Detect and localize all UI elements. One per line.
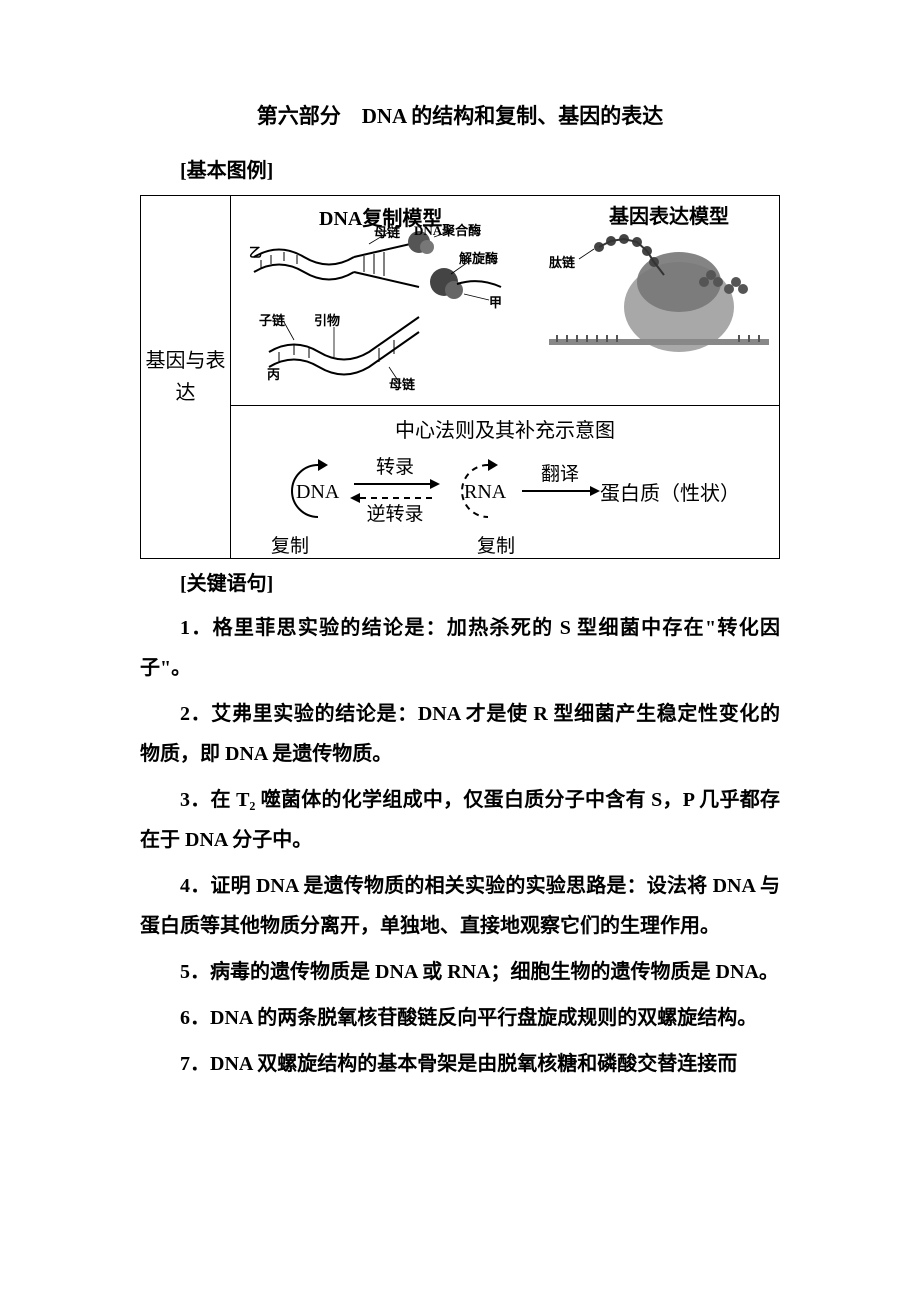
para-6: 6．DNA 的两条脱氧核苷酸链反向平行盘旋成规则的双螺旋结构。 (140, 998, 780, 1038)
page-title: 第六部分 DNA 的结构和复制、基因的表达 (140, 100, 780, 130)
label-replication-rna: 复制 (477, 531, 515, 558)
label-yi: 乙 (249, 242, 262, 261)
label-replication-dna: 复制 (271, 531, 309, 558)
node-rna: RNA (464, 481, 506, 504)
label-peptide: 肽链 (549, 252, 575, 271)
node-protein: 蛋白质（性状） (600, 477, 740, 506)
label-translation: 翻译 (541, 465, 579, 484)
central-dogma-heading: 中心法则及其补充示意图 (231, 414, 779, 443)
label-helicase: 解旋酶 (459, 248, 498, 267)
expression-model-title: 基因表达模型 (609, 200, 729, 229)
transcription-arrows: 转录 逆转录 (350, 458, 440, 524)
para-5: 5．病毒的遗传物质是 DNA 或 RNA；细胞生物的遗传物质是 DNA。 (140, 952, 780, 992)
central-dogma-flow: DNA 转录 逆转录 RNA (231, 451, 779, 531)
label-reverse: 逆转录 (366, 505, 423, 524)
label-bing: 丙 (267, 364, 280, 383)
para-1: 1．格里菲思实验的结论是：加热杀死的 S 型细菌中存在"转化因子"。 (140, 608, 780, 688)
label-polymerase: DNA聚合酶 (414, 220, 481, 239)
label-mother1: 母链 (374, 222, 400, 241)
row-header: 基因与表达 (141, 196, 231, 559)
label-primer: 引物 (314, 310, 340, 329)
para-2: 2．艾弗里实验的结论是：DNA 才是使 R 型细菌产生稳定性变化的物质，即 DN… (140, 694, 780, 774)
node-dna: DNA (296, 481, 339, 504)
para-7: 7．DNA 双螺旋结构的基本骨架是由脱氧核糖和磷酸交替连接而 (140, 1044, 780, 1084)
section-diagram-label: [基本图例] (140, 154, 780, 183)
para-3: 3．在 T₂ 噬菌体的化学组成中，仅蛋白质分子中含有 S，P 几乎都存在于 DN… (140, 780, 780, 860)
translation-arrow: 翻译 x (520, 465, 600, 517)
diagram-bottom-cell: 中心法则及其补充示意图 DNA 转录 逆转录 (231, 406, 780, 559)
section-keyphrases-label: [关键语句] (140, 567, 780, 596)
diagram-top-cell: DNA复制模型 (231, 196, 780, 406)
label-jia: 甲 (489, 292, 502, 311)
label-transcription: 转录 (376, 458, 414, 477)
label-child: 子链 (259, 310, 285, 329)
label-mother2: 母链 (389, 374, 415, 393)
para-4: 4．证明 DNA 是遗传物质的相关实验的实验思路是：设法将 DNA 与蛋白质等其… (140, 866, 780, 946)
diagram-table: 基因与表达 DNA复制模型 (140, 195, 780, 559)
